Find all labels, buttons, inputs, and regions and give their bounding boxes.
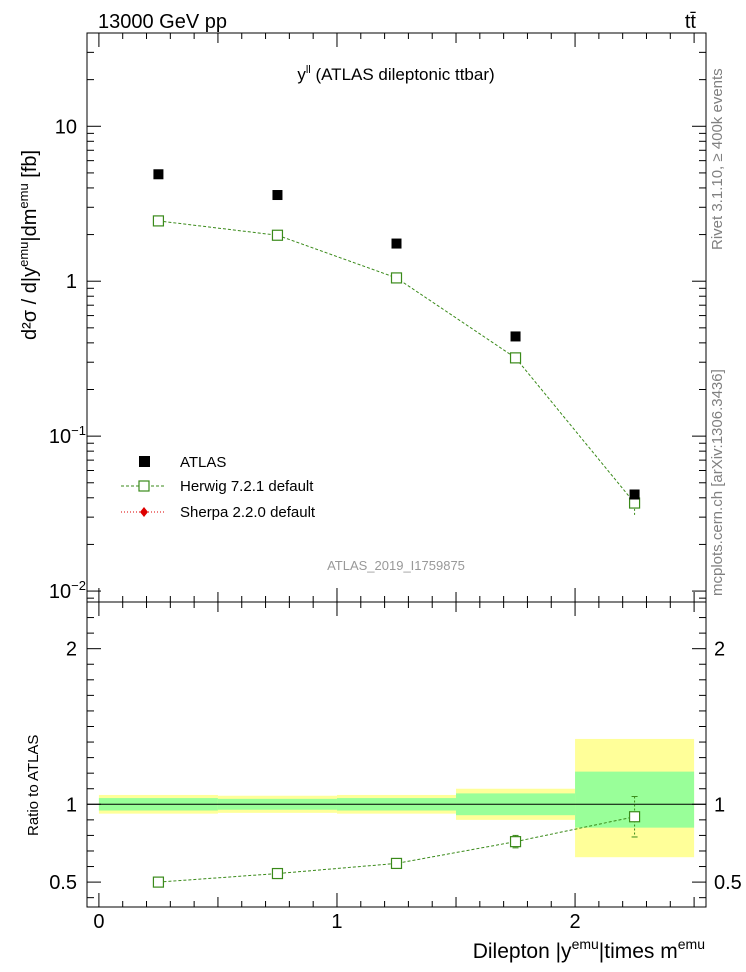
legend-sherpa-marker [140,507,148,517]
herwig-main-point [271,229,284,241]
atlas-data-point [153,169,164,180]
herwig-ratio-point [390,857,403,870]
herwig-main-point [390,272,403,284]
analysis-watermark: ATLAS_2019_I1759875 [327,558,465,573]
y-axis-label-main: d²σ / d|yemu|dmemu [fb] [16,150,41,340]
y-tick-label-ratio: 2 [66,639,77,661]
legend-herwig-label: Herwig 7.2.1 default [180,478,314,495]
legend-sherpa-label: Sherpa 2.2.0 default [180,504,316,521]
header-right: tt̄ [685,11,697,33]
herwig-main-point [509,352,522,364]
x-tick-label: 1 [331,911,342,933]
legend-herwig-marker [138,480,150,492]
legend: ATLAS Herwig 7.2.1 default Sherpa 2.2.0 … [121,454,316,521]
y-tick-label-main: 10−2 [49,578,86,603]
y-tick-label-ratio: 0.5 [49,872,77,894]
y-tick-label-ratio: 1 [66,794,77,816]
herwig-ratio-line [158,816,635,883]
x-tick-label: 2 [569,911,580,933]
atlas-data-point [510,331,521,342]
herwig-ratio-point [271,867,284,880]
side-text-bottom: mcplots.cern.ch [arXiv:1306.3436] [709,369,726,596]
herwig-ratio-point [509,836,522,848]
side-text-top: Rivet 3.1.10, ≥ 400k events [709,68,726,250]
x-tick-label: 0 [93,911,104,933]
herwig-main-point [628,497,641,509]
herwig-ratio-point [152,876,165,888]
header-left: 13000 GeV pp [98,11,227,33]
herwig-main-point [152,215,165,227]
y-tick-label-ratio-right: 0.5 [714,872,742,894]
atlas-data-point [629,489,640,500]
y-axis-label-ratio: Ratio to ATLAS [25,735,42,836]
x-axis-label: Dilepton |yemu|times memu [473,936,705,963]
ratio-frame [86,601,707,908]
atlas-data-point [272,190,283,201]
atlas-data-point [391,238,402,249]
y-tick-label-main: 10−1 [49,423,86,448]
y-tick-label-main: 10 [55,116,77,138]
herwig-ratio-point [628,811,641,823]
series-group [152,169,641,888]
axis-ticks: 10−2 10−1 1 10 0 1 2 0.5 0.5 1 1 2 2 [49,32,742,933]
y-tick-label-ratio-right: 2 [714,639,725,661]
y-tick-label-ratio-right: 1 [714,794,725,816]
y-tick-label-main: 1 [66,271,77,293]
legend-atlas-marker [139,456,150,467]
main-title: yll (ATLAS dileptonic ttbar) [297,64,494,84]
ratio-bands [98,738,695,858]
legend-atlas-label: ATLAS [180,454,226,471]
herwig-main-line [158,220,635,504]
